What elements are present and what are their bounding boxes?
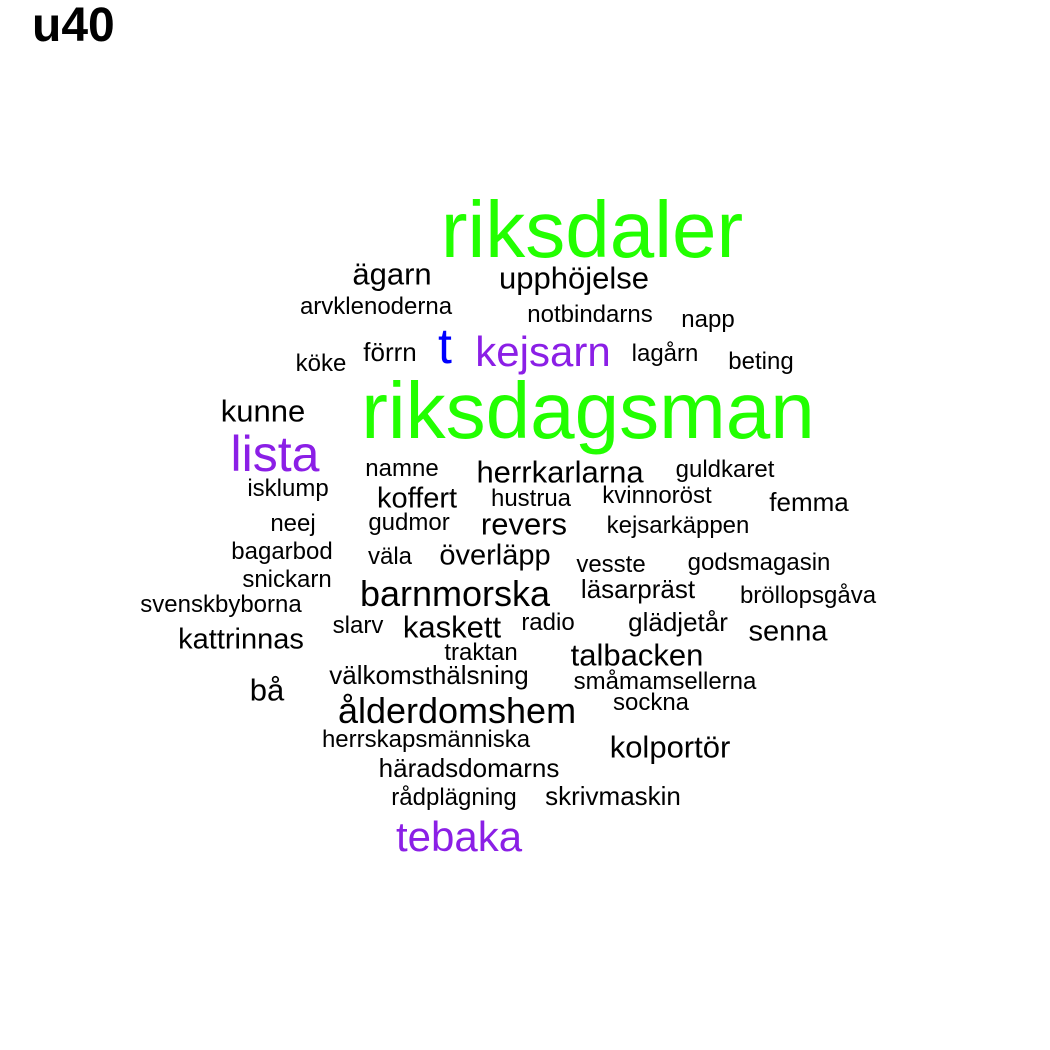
word-riksdagsman: riksdagsman bbox=[361, 366, 815, 455]
word-svenskbyborna: svenskbyborna bbox=[140, 591, 302, 618]
word-godsmagasin: godsmagasin bbox=[687, 549, 831, 576]
word-overlapp: överläpp bbox=[439, 539, 551, 572]
word-beting: beting bbox=[728, 348, 794, 375]
word-tebaka: tebaka bbox=[395, 813, 523, 860]
word-kunne: kunne bbox=[220, 393, 306, 429]
word-gladjetar: glädjetår bbox=[628, 607, 728, 637]
word-riksdaler: riksdaler bbox=[440, 185, 744, 274]
word-kaskett: kaskett bbox=[402, 609, 502, 645]
word-agarn: ägarn bbox=[352, 256, 432, 292]
word-herrskapsmanniska: herrskapsmänniska bbox=[321, 726, 531, 753]
word-senna: senna bbox=[748, 615, 828, 648]
word-lista: lista bbox=[230, 426, 320, 482]
word-radplagning: rådplägning bbox=[391, 784, 517, 811]
word-kejsarn: kejsarn bbox=[475, 328, 611, 375]
word-slarv: slarv bbox=[332, 612, 384, 639]
word-neej: neej bbox=[270, 510, 316, 537]
plot-title: u40 bbox=[32, 0, 115, 52]
word-t: t bbox=[438, 318, 452, 374]
word-revers: revers bbox=[480, 506, 568, 542]
word-valkomsthalsning: välkomsthälsning bbox=[329, 660, 529, 690]
word-traktan: traktan bbox=[444, 639, 518, 666]
word-kattrinnas: kattrinnas bbox=[178, 623, 304, 656]
word-talbacken: talbacken bbox=[570, 637, 704, 673]
word-lasarprast: läsarpräst bbox=[580, 574, 696, 604]
word-kvinnorost: kvinnoröst bbox=[602, 482, 712, 509]
word-barnmorska: barnmorska bbox=[359, 573, 551, 614]
word-brollopsgava: bröllopsgåva bbox=[739, 582, 877, 609]
word-forrn: förrn bbox=[363, 337, 417, 367]
word-arvklenoderna: arvklenoderna bbox=[299, 293, 453, 320]
word-koffert: koffert bbox=[376, 482, 458, 515]
word-sockna: sockna bbox=[612, 689, 690, 716]
word-smamamsellerna: småmamsellerna bbox=[573, 668, 757, 695]
word-skrivmaskin: skrivmaskin bbox=[545, 781, 681, 811]
word-snickarn: snickarn bbox=[242, 566, 332, 593]
word-vala: väla bbox=[367, 543, 413, 570]
word-hustrua: hustrua bbox=[490, 485, 572, 512]
word-napp: napp bbox=[681, 306, 735, 333]
word-koke: köke bbox=[295, 350, 347, 377]
word-lagarn: lagårn bbox=[631, 340, 699, 367]
word-haradsdomarns: häradsdomarns bbox=[378, 753, 560, 783]
word-gudmor: gudmor bbox=[368, 509, 450, 536]
word-bagarbod: bagarbod bbox=[231, 538, 333, 565]
word-femma: femma bbox=[769, 487, 849, 517]
word-alderdomshem: ålderdomshem bbox=[337, 690, 577, 731]
word-upphojelse: upphöjelse bbox=[499, 260, 649, 296]
word-radio: radio bbox=[521, 609, 575, 636]
word-isklump: isklump bbox=[247, 475, 329, 502]
word-kolportor: kolportör bbox=[609, 729, 731, 765]
word-ba: bå bbox=[249, 672, 285, 708]
word-vesste: vesste bbox=[576, 551, 646, 578]
word-notbindarns: notbindarns bbox=[527, 301, 653, 328]
word-herrkarlarna: herrkarlarna bbox=[476, 454, 644, 490]
word-guldkaret: guldkaret bbox=[675, 456, 775, 483]
word-namne: namne bbox=[365, 455, 439, 482]
word-kejsarkappen: kejsarkäppen bbox=[606, 512, 750, 539]
